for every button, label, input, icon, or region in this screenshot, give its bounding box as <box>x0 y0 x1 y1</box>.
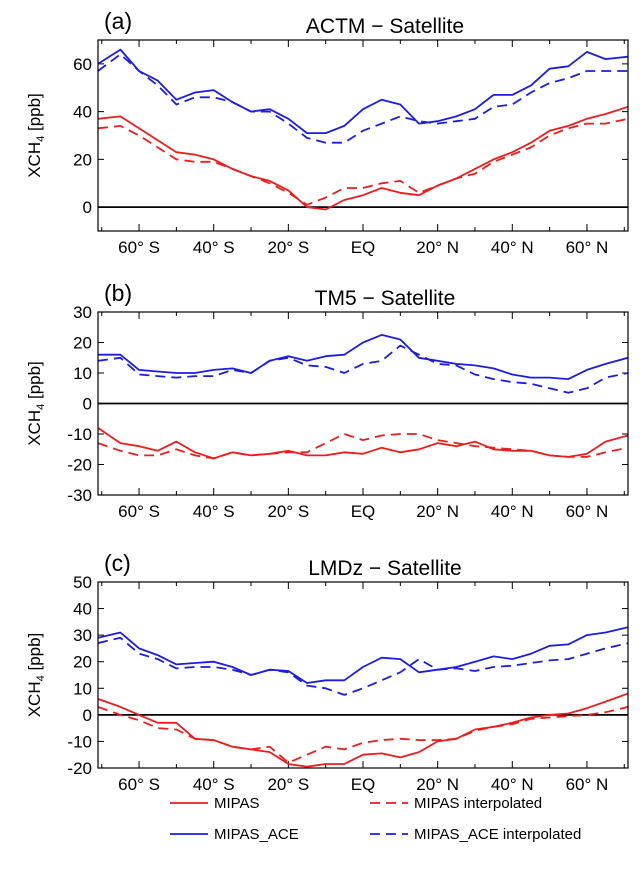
x-tick-label: 40° N <box>491 502 534 521</box>
x-tick-label: 20° N <box>416 502 459 521</box>
series-line-mipas-interpolated <box>98 706 628 764</box>
x-tick-label: 40° S <box>193 238 235 257</box>
y-tick-label: 40 <box>73 103 92 122</box>
x-tick-label: 20° S <box>267 775 309 794</box>
x-tick-label: 60° S <box>118 502 160 521</box>
panel-1: (a) ACTM − Satellite XCH4 [ppb] 0 20 40 60 60° … <box>25 8 629 257</box>
x-tick-label: 60° N <box>566 238 609 257</box>
legend-label: MIPAS interpolated <box>414 795 542 812</box>
panel-label: (b) <box>104 280 132 306</box>
plot-frame <box>97 581 629 769</box>
y-tick-label: 0 <box>83 395 92 414</box>
y-axis-label-unit: [ppb] <box>25 361 44 404</box>
x-tick-label: 60° N <box>566 502 609 521</box>
y-axis-label-unit: [ppb] <box>25 93 44 136</box>
panel-2: (b) TM5 − Satellite XCH4 [ppb] -30 -20 -10 0 10… <box>25 280 629 521</box>
x-tick-label: 20° N <box>416 238 459 257</box>
legend-label: MIPAS_ACE interpolated <box>414 826 581 843</box>
legend-label: MIPAS <box>214 795 260 812</box>
y-axis-label-sub: 4 <box>35 675 47 681</box>
series-line-mipas-ace-interpolated <box>98 636 628 696</box>
x-tick-label: 60° N <box>566 775 609 794</box>
series-line-mipas <box>98 427 628 460</box>
y-tick-label: 60 <box>73 55 92 74</box>
x-tick-label: 60° S <box>118 238 160 257</box>
series-line-mipas-interpolated <box>98 117 628 206</box>
y-tick-label: -20 <box>67 759 92 778</box>
y-axis-label-sub: 4 <box>35 136 47 142</box>
y-tick-label: 10 <box>73 364 92 383</box>
panel-3: (c) LMDz − Satellite XCH4 [ppb] -20 -10 0 10 20… <box>25 550 629 794</box>
series-line-mipas-ace-interpolated <box>98 53 628 144</box>
y-tick-label: 0 <box>83 706 92 725</box>
y-axis-label-main: XCH <box>25 410 44 446</box>
x-tick-label: 20° N <box>416 775 459 794</box>
x-tick-label: EQ <box>351 502 376 521</box>
x-tick-label: EQ <box>351 775 376 794</box>
y-axis-label-main: XCH <box>25 142 44 178</box>
y-tick-label: 0 <box>83 198 92 217</box>
panel-title: TM5 − Satellite <box>315 287 456 310</box>
y-tick-label: -10 <box>67 425 92 444</box>
y-tick-label: -10 <box>67 732 92 751</box>
series-line-mipas-ace <box>98 333 628 381</box>
y-axis-label: XCH4 [ppb] <box>25 361 47 446</box>
y-tick-label: 10 <box>73 679 92 698</box>
x-tick-label: 40° N <box>491 238 534 257</box>
x-tick-label: EQ <box>351 238 376 257</box>
y-tick-label: 50 <box>73 573 92 592</box>
y-tick-label: 20 <box>73 150 92 169</box>
y-tick-label: 40 <box>73 600 92 619</box>
legend: MIPAS MIPAS interpolated MIPAS_ACE MIPAS_AC… <box>170 795 581 843</box>
x-tick-label: 40° S <box>193 502 235 521</box>
y-axis-label: XCH4 [ppb] <box>25 633 47 718</box>
y-axis-label: XCH4 [ppb] <box>25 93 47 178</box>
y-axis-label-unit: [ppb] <box>25 633 44 676</box>
y-tick-label: 30 <box>73 626 92 645</box>
series-line-mipas <box>98 692 628 768</box>
x-tick-label: 20° S <box>267 238 309 257</box>
y-axis-label-sub: 4 <box>35 404 47 410</box>
panel-title: LMDz − Satellite <box>308 557 461 580</box>
y-tick-label: -20 <box>67 456 92 475</box>
series-line-mipas-interpolated <box>98 433 628 460</box>
series-line-mipas-ace <box>98 626 628 684</box>
plot-frame <box>97 39 629 232</box>
y-tick-label: -30 <box>67 486 92 505</box>
x-tick-label: 40° S <box>193 775 235 794</box>
panel-title: ACTM − Satellite <box>306 15 464 38</box>
x-tick-label: 60° S <box>118 775 160 794</box>
panel-label: (a) <box>104 8 132 34</box>
y-axis-label-main: XCH <box>25 681 44 717</box>
plot-frame <box>97 311 629 496</box>
x-tick-label: 40° N <box>491 775 534 794</box>
panel-label: (c) <box>104 550 131 576</box>
y-tick-label: 20 <box>73 653 92 672</box>
legend-label: MIPAS_ACE <box>214 826 299 843</box>
x-tick-label: 20° S <box>267 502 309 521</box>
y-tick-label: 30 <box>73 303 92 322</box>
series-line-mipas-ace-interpolated <box>98 344 628 394</box>
series-line-mipas-ace <box>98 48 628 135</box>
y-tick-label: 20 <box>73 334 92 353</box>
series-line-mipas <box>98 105 628 211</box>
